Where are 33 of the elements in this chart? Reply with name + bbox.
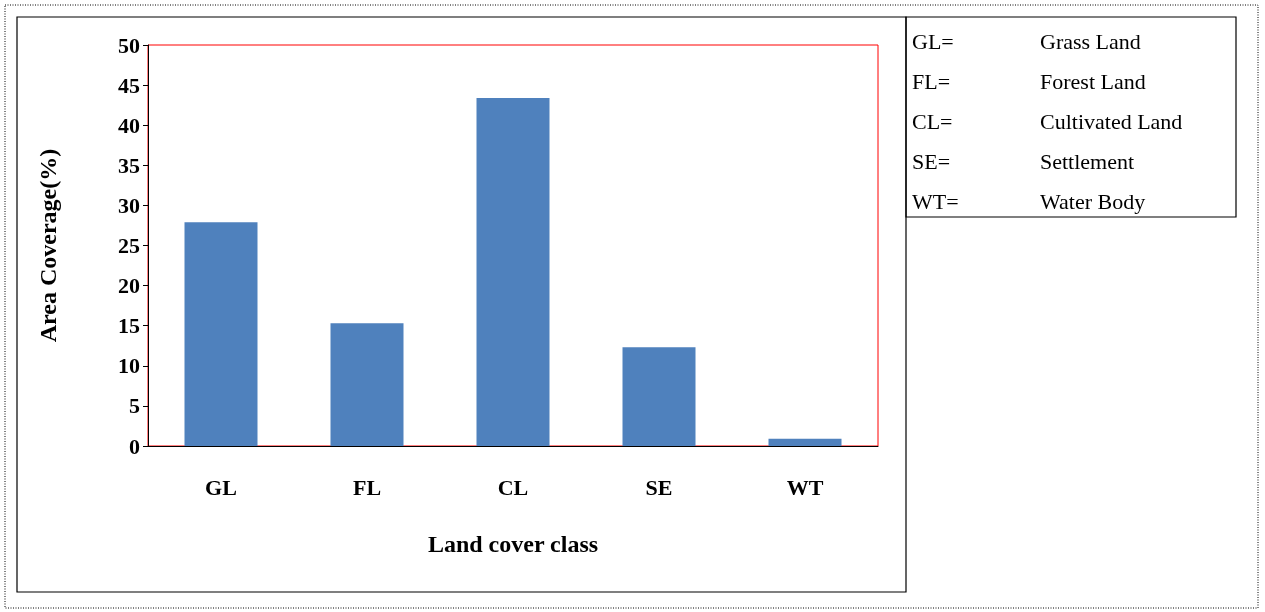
y-tick-label: 5: [129, 393, 140, 419]
text: Grass Land: [1040, 28, 1141, 54]
x-axis-title: Land cover class: [427, 531, 599, 557]
y-tick-label: 45: [118, 72, 140, 98]
text: Forest Land: [1040, 68, 1146, 94]
x-tick-label: WT: [786, 474, 824, 500]
text: Settlement: [1040, 148, 1135, 174]
x-tick-label: SE: [645, 474, 673, 500]
x-tick-label: CL: [497, 474, 529, 500]
bar: [476, 97, 550, 446]
bar: [622, 347, 696, 446]
text: CL=: [912, 108, 953, 134]
y-tick-label: 20: [118, 273, 140, 299]
text: Cultivated Land: [1040, 108, 1183, 134]
text: SE=: [912, 148, 951, 174]
text: FL=: [912, 68, 951, 94]
y-tick-label: 30: [118, 192, 140, 218]
y-tick-label: 50: [118, 32, 140, 58]
text: GL=: [912, 28, 954, 54]
y-tick-label: 15: [118, 313, 140, 339]
y-tick-label: 40: [118, 112, 140, 138]
y-tick-label: 10: [118, 353, 140, 379]
bar: [330, 323, 404, 446]
text: Water Body: [1040, 188, 1146, 214]
y-tick-label: 35: [118, 152, 140, 178]
y-tick-label: 25: [118, 233, 140, 258]
bar: [184, 222, 258, 446]
bar: [768, 438, 842, 446]
y-tick-label: 0: [129, 433, 140, 459]
x-tick-label: GL: [205, 474, 237, 500]
x-tick-label: FL: [352, 474, 382, 500]
y-axis-title: Area Coverage(%): [35, 148, 61, 343]
text: WT=: [912, 188, 959, 214]
